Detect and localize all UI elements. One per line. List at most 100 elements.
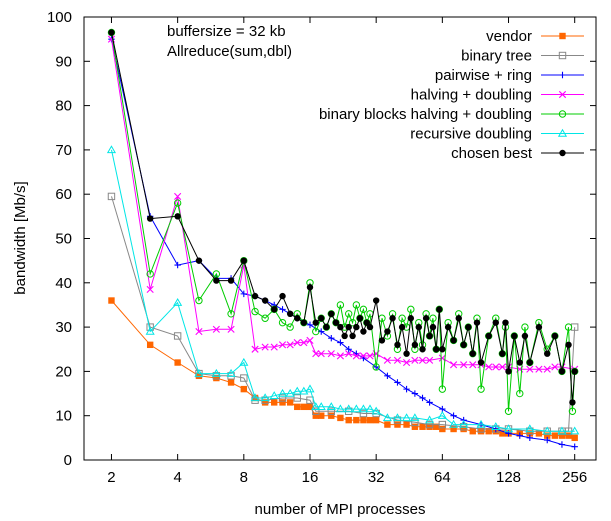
y-tick-label: 0 [64,452,72,469]
data-point [426,399,433,406]
data-point [569,399,576,406]
legend-marker [557,128,568,137]
data-point [365,404,375,413]
data-point [499,430,506,437]
y-tick-label: 70 [55,142,72,159]
data-point [306,284,314,291]
data-point [336,352,344,360]
data-point [108,297,115,304]
data-point [425,415,435,424]
data-point [476,419,486,428]
data-point [286,310,294,318]
data-point [356,315,364,322]
data-point [378,337,386,344]
y-tick-label: 90 [55,53,72,70]
data-point [372,416,380,424]
data-point [460,341,467,349]
data-point [279,399,286,406]
data-point [312,412,319,419]
data-point [410,413,420,422]
legend-label: recursive doubling [410,126,532,143]
legend-label: binary blocks halving + doubling [319,106,532,123]
data-point [460,425,467,433]
data-point [485,332,492,340]
data-point [444,323,452,331]
series-line [111,149,575,432]
data-point [384,372,391,380]
data-point [384,328,391,335]
data-point [316,402,326,411]
data-point [498,363,506,371]
data-point [312,350,320,358]
data-point [358,404,368,413]
series-line [111,32,576,403]
data-point [473,319,481,326]
data-point [426,356,434,364]
data-point [436,306,443,313]
data-point [450,337,457,344]
series-chosen-best [108,29,578,406]
data-point [360,416,367,424]
annotation-line-1: buffersize = 32 kb [167,23,286,40]
data-point [492,319,499,326]
legend-label: chosen best [451,145,533,162]
data-point [211,368,221,377]
legend-label: vendor [486,28,532,45]
data-point [571,434,578,442]
data-point [227,325,235,333]
data-point [277,388,288,397]
data-point [521,323,529,331]
legend: vendor binary tree pairwise + ring halving … [319,28,584,162]
data-point [240,385,248,393]
data-point [411,390,419,397]
data-point [352,301,361,309]
data-point [503,424,514,433]
y-tick-label: 80 [55,98,72,115]
data-point [174,261,181,269]
data-point [477,385,485,393]
legend-marker [559,149,566,157]
data-point [345,416,352,424]
data-point [371,406,381,415]
data-point [146,270,154,278]
data-point [469,361,477,369]
data-point [323,323,330,331]
data-point [306,321,314,329]
data-point [326,402,336,411]
data-point [419,346,426,353]
data-point [393,356,402,364]
data-point [505,368,512,375]
data-point [432,346,440,353]
data-point [227,379,235,386]
data-point [402,413,412,422]
data-point [469,428,476,435]
data-point [551,363,559,371]
data-point [402,358,411,367]
data-point [439,425,446,433]
x-tick-label: 256 [562,469,587,486]
data-point [195,327,203,336]
data-point [564,323,573,331]
data-point [526,365,534,373]
data-point [558,441,566,448]
data-point [261,399,269,406]
legend-marker [559,71,566,79]
data-point [477,359,485,366]
data-point [551,332,559,340]
legend-label: halving + doubling [411,87,532,104]
legend-item: recursive doubling [410,126,584,143]
data-point [516,389,524,398]
data-point [557,426,567,435]
data-point [327,407,335,415]
data-point [477,428,485,435]
data-point [450,361,458,369]
legend-label: pairwise + ring [435,67,532,84]
data-point [278,341,287,349]
data-point [492,363,500,371]
data-point [305,384,315,393]
legend-marker [558,90,567,99]
data-point [426,423,433,430]
data-point [312,319,319,326]
data-point [525,424,535,433]
data-point [372,363,380,371]
